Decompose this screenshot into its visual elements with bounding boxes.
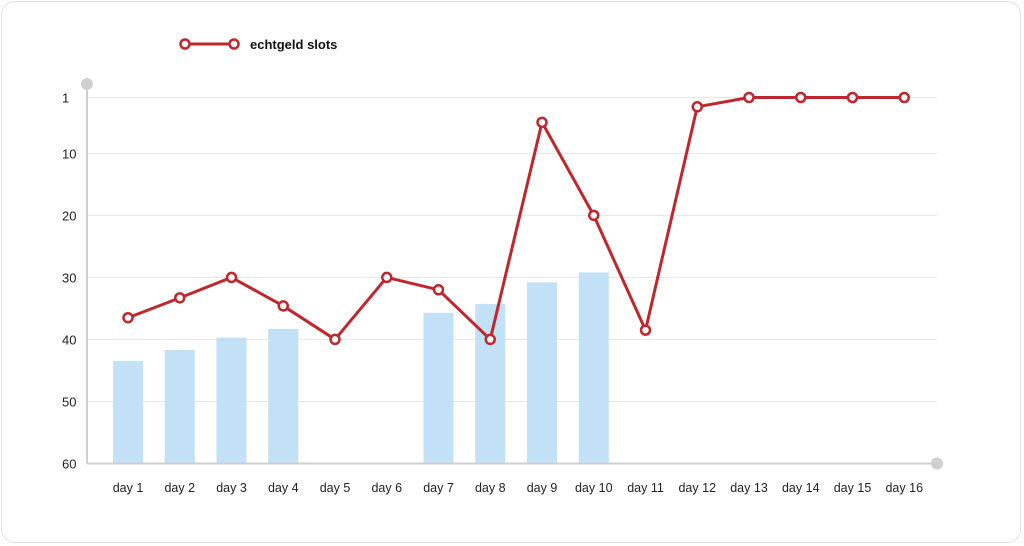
y-tick-label: 1 — [62, 91, 69, 106]
x-tick-label: day 10 — [575, 481, 613, 495]
x-tick-label: day 7 — [423, 481, 454, 495]
bar — [578, 272, 609, 464]
line-point — [846, 91, 859, 104]
x-tick-label: day 12 — [678, 481, 716, 495]
y-tick-label: 60 — [62, 457, 76, 472]
bar — [113, 361, 143, 464]
x-tick-label: day 15 — [834, 481, 872, 495]
x-tick-label: day 16 — [885, 481, 923, 495]
legend-label: echtgeld slots — [250, 37, 337, 52]
x-axis-ticks: day 1 day 2 day 3 day 4 day 5 day 6 day 7 day 8… — [113, 481, 923, 495]
y-tick-label: 40 — [62, 332, 76, 347]
line-point — [484, 333, 496, 346]
bar — [216, 337, 247, 464]
y-tick-label: 10 — [62, 146, 76, 161]
axes — [81, 78, 943, 470]
line-point — [277, 300, 289, 312]
x-tick-label: day 4 — [268, 481, 299, 495]
y-tick-label: 50 — [62, 394, 76, 409]
line-series — [122, 91, 910, 346]
x-tick-label: day 11 — [627, 481, 664, 495]
line-point — [381, 271, 393, 284]
line-point — [639, 324, 652, 336]
line-point — [536, 116, 548, 129]
y-axis-end-cap — [81, 78, 93, 90]
line-point — [795, 91, 807, 104]
line-point — [432, 284, 445, 296]
x-tick-label: day 14 — [782, 481, 820, 495]
line-point — [174, 292, 186, 304]
y-tick-label: 30 — [62, 270, 76, 285]
bar — [164, 349, 195, 464]
line-point — [898, 91, 910, 104]
line-point — [691, 101, 703, 113]
x-tick-label: day 5 — [320, 481, 351, 495]
line-point — [588, 209, 600, 222]
bar — [527, 282, 557, 464]
x-tick-label: day 13 — [730, 481, 768, 495]
x-axis-end-cap — [931, 457, 943, 470]
y-axis-ticks: 1 10 20 30 40 50 60 — [62, 91, 76, 472]
y-tick-label: 20 — [62, 208, 76, 223]
line-point — [122, 311, 134, 324]
x-tick-label: day 1 — [113, 481, 144, 495]
bars — [113, 272, 609, 464]
legend-marker-right — [228, 38, 240, 50]
x-tick-label: day 6 — [371, 481, 402, 495]
bar — [423, 312, 454, 464]
legend[interactable]: echtgeld slots — [179, 37, 338, 52]
line-point — [743, 91, 755, 104]
x-tick-label: day 2 — [164, 481, 195, 495]
x-tick-label: day 9 — [527, 481, 558, 495]
series-line — [127, 96, 905, 341]
x-tick-label: day 3 — [216, 481, 247, 495]
legend-marker-left — [179, 38, 191, 50]
x-tick-label: day 8 — [475, 481, 506, 495]
bar — [268, 328, 299, 464]
line-point — [329, 333, 341, 346]
line-point — [225, 271, 238, 284]
